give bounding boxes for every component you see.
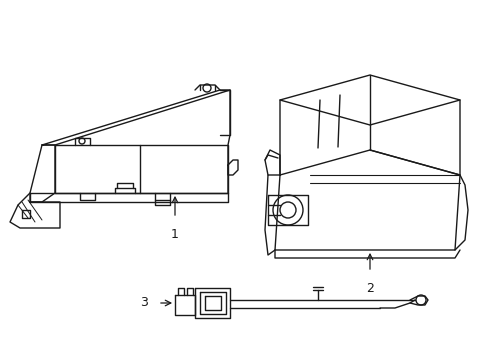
Text: 2: 2 — [366, 282, 374, 295]
Text: 1: 1 — [171, 228, 179, 241]
Text: 3: 3 — [140, 297, 148, 310]
